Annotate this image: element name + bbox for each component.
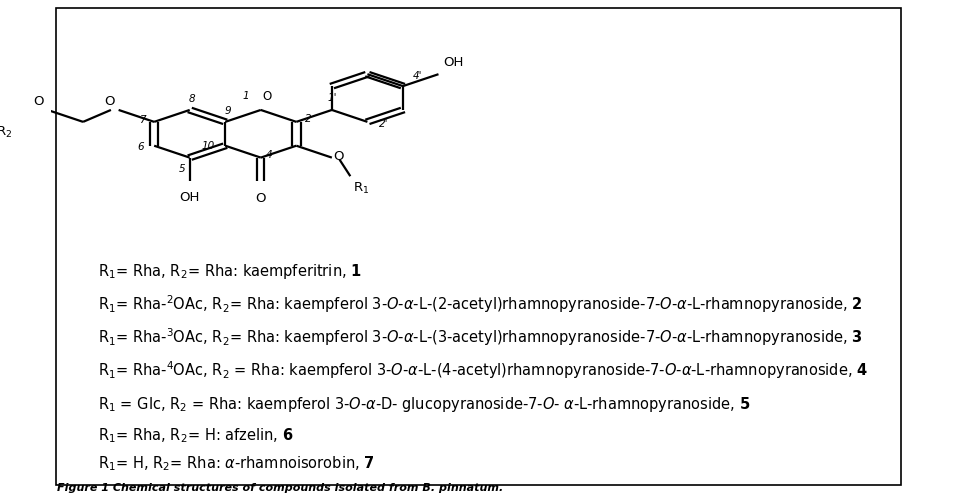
Text: 4': 4' bbox=[413, 71, 423, 81]
Text: O: O bbox=[256, 192, 266, 205]
Text: R$_2$: R$_2$ bbox=[0, 124, 13, 140]
Text: 1': 1' bbox=[328, 94, 338, 104]
Text: R$_1$= Rha, R$_2$= Rha: kaempferitrin, $\mathbf{1}$: R$_1$= Rha, R$_2$= Rha: kaempferitrin, $… bbox=[99, 262, 362, 281]
Text: R$_1$= Rha-$^3$OAc, R$_2$= Rha: kaempferol 3-$O$-$\alpha$-L-(3-acetyl)rhamnopyra: R$_1$= Rha-$^3$OAc, R$_2$= Rha: kaempfer… bbox=[99, 326, 863, 348]
Text: 9: 9 bbox=[225, 106, 231, 116]
Text: 7: 7 bbox=[139, 116, 145, 125]
Text: O: O bbox=[334, 150, 344, 163]
Text: O: O bbox=[105, 96, 115, 109]
Text: 10: 10 bbox=[201, 141, 215, 151]
FancyBboxPatch shape bbox=[55, 8, 901, 485]
Text: R$_1$= Rha, R$_2$= H: afzelin, $\mathbf{6}$: R$_1$= Rha, R$_2$= H: afzelin, $\mathbf{… bbox=[99, 426, 294, 445]
Text: R$_1$: R$_1$ bbox=[353, 181, 369, 196]
Text: OH: OH bbox=[442, 56, 463, 69]
Text: 6: 6 bbox=[137, 142, 144, 152]
Text: 8: 8 bbox=[189, 94, 196, 104]
Text: R$_1$= Rha-$^4$OAc, R$_2$ = Rha: kaempferol 3-$O$-$\alpha$-L-(4-acetyl)rhamnopyr: R$_1$= Rha-$^4$OAc, R$_2$ = Rha: kaempfe… bbox=[99, 360, 868, 381]
Text: 2: 2 bbox=[305, 114, 312, 124]
Text: O: O bbox=[34, 96, 45, 109]
Text: R$_1$= H, R$_2$= Rha: $\alpha$-rhamnoisorobin, $\mathbf{7}$: R$_1$= H, R$_2$= Rha: $\alpha$-rhamnoiso… bbox=[99, 455, 375, 474]
Text: R$_1$= Rha-$^2$OAc, R$_2$= Rha: kaempferol 3-$O$-$\alpha$-L-(2-acetyl)rhamnopyra: R$_1$= Rha-$^2$OAc, R$_2$= Rha: kaempfer… bbox=[99, 293, 863, 315]
Text: Figure 1 Chemical structures of compounds isolated from B. pinnatum.: Figure 1 Chemical structures of compound… bbox=[57, 484, 503, 494]
Text: OH: OH bbox=[179, 191, 199, 204]
Text: 2': 2' bbox=[379, 120, 389, 129]
Text: O: O bbox=[262, 90, 272, 103]
Text: R$_1$ = Glc, R$_2$ = Rha: kaempferol 3-$O$-$\alpha$-D- glucopyranoside-7-$O$- $\: R$_1$ = Glc, R$_2$ = Rha: kaempferol 3-$… bbox=[99, 395, 750, 414]
Text: 1: 1 bbox=[243, 91, 250, 101]
Text: 4: 4 bbox=[266, 149, 273, 160]
Text: 5: 5 bbox=[179, 163, 186, 174]
